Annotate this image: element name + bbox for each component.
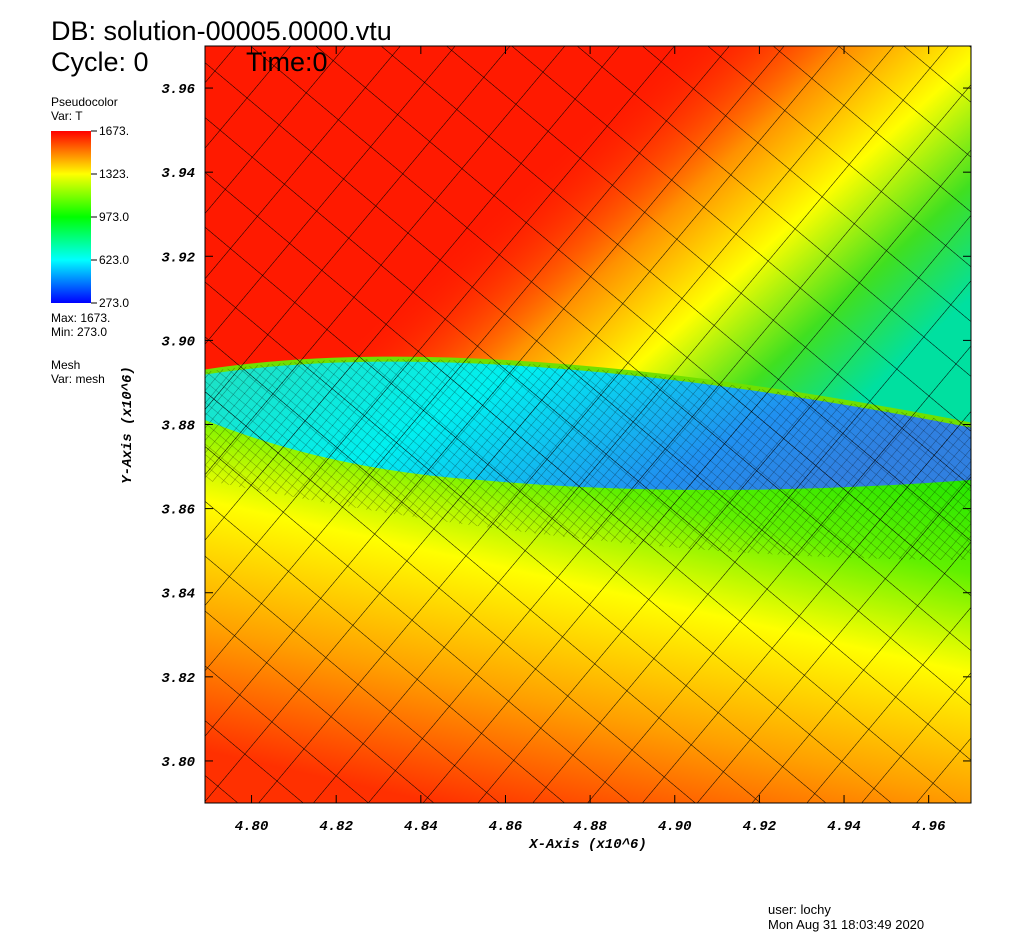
legend-max: Max: 1673.: [51, 311, 110, 325]
x-tick-label: 4.92: [743, 819, 777, 835]
y-tick-label: 3.94: [161, 166, 195, 182]
x-tick-label: 4.86: [489, 819, 523, 835]
date: Mon Aug 31 18:03:49 2020: [768, 917, 924, 932]
y-tick-label: 3.80: [161, 755, 195, 771]
legend-min: Min: 273.0: [51, 325, 107, 339]
y-tick-label: 3.86: [161, 503, 195, 519]
y-axis-label: Y-Axis (x10^6): [120, 366, 136, 484]
cycle: Cycle: 0: [51, 47, 149, 77]
mesh-plot: Mesh: [51, 358, 80, 372]
x-tick-label: 4.94: [827, 819, 861, 835]
user: user: lochy: [768, 902, 831, 917]
legend-var: Var: T: [51, 109, 83, 123]
colorbar-tick-label: 973.0: [99, 210, 129, 224]
x-tick-label: 4.96: [912, 819, 946, 835]
x-tick-label: 4.80: [235, 819, 269, 835]
time: Time:0: [246, 47, 328, 77]
title: DB: solution-00005.0000.vtu: [51, 16, 392, 46]
colorbar-tick-label: 273.0: [99, 296, 129, 310]
colorbar-tick-label: 623.0: [99, 253, 129, 267]
mesh-var: Var: mesh: [51, 372, 105, 386]
x-tick-label: 4.90: [658, 819, 692, 835]
x-tick-label: 4.84: [404, 819, 438, 835]
colorbar-tick-label: 1323.: [99, 167, 129, 181]
colorbar-tick-label: 1673.: [99, 124, 129, 138]
x-axis-label: X-Axis (x10^6): [528, 837, 647, 853]
y-tick-label: 3.82: [161, 671, 195, 687]
y-tick-label: 3.88: [161, 419, 195, 435]
field: [205, 46, 971, 803]
x-tick-label: 4.82: [319, 819, 353, 835]
legend-plot: Pseudocolor: [51, 95, 118, 109]
y-tick-label: 3.92: [161, 250, 195, 266]
colorbar: [51, 131, 91, 303]
y-tick-label: 3.90: [161, 334, 195, 350]
x-tick-label: 4.88: [573, 819, 607, 835]
y-tick-label: 3.84: [161, 587, 195, 603]
y-tick-label: 3.96: [161, 82, 195, 98]
